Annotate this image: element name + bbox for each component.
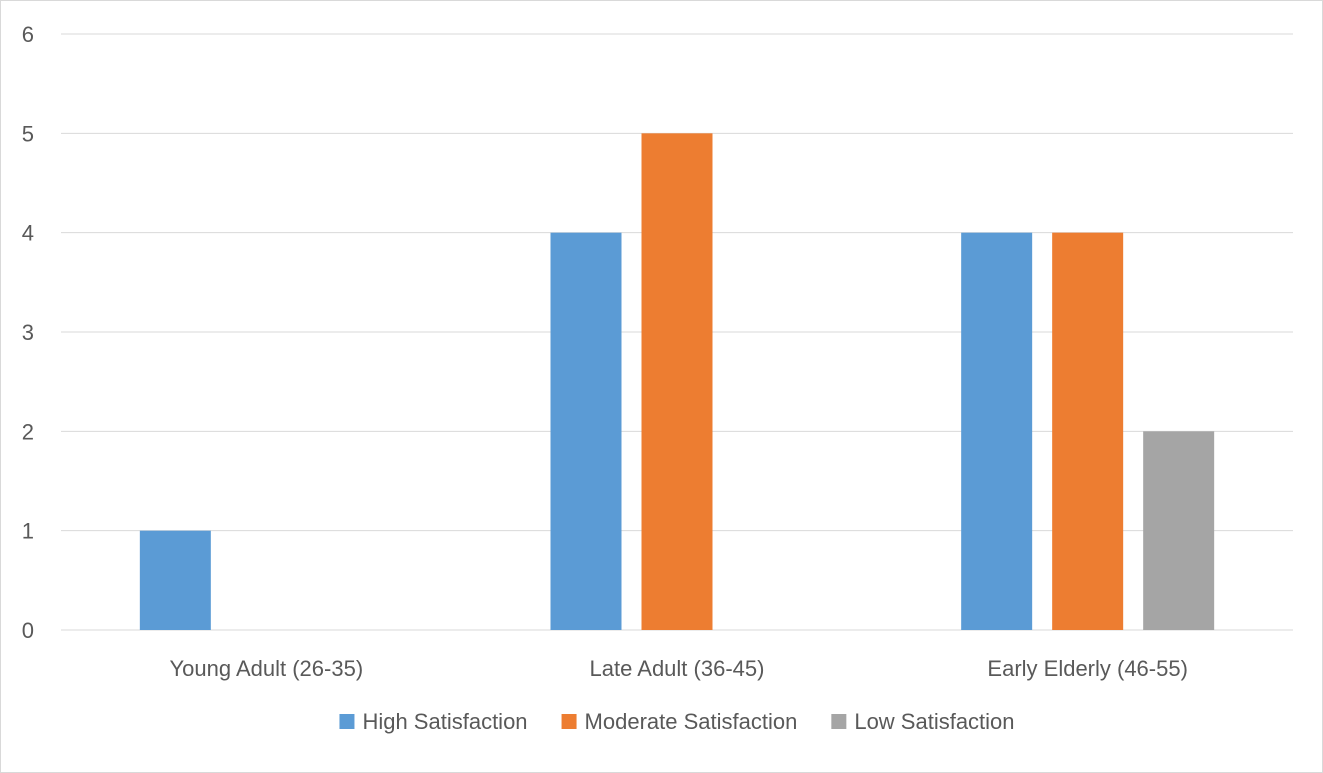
bar-high-satisfaction-2: [550, 232, 622, 630]
y-tick-label: 6: [22, 22, 34, 47]
y-tick-label: 5: [22, 121, 34, 146]
legend-swatch-high-satisfaction: [339, 714, 355, 729]
bar-moderate-satisfaction-2: [641, 133, 713, 631]
x-category-label: Late Adult (36-45): [590, 656, 765, 681]
y-tick-label: 1: [22, 519, 34, 544]
legend-label: Moderate Satisfaction: [585, 709, 798, 734]
legend-swatch-moderate-satisfaction: [561, 714, 577, 729]
bar-high-satisfaction-3: [961, 232, 1033, 630]
y-tick-label: 2: [22, 419, 34, 444]
legend-label: Low Satisfaction: [854, 709, 1014, 734]
bar-moderate-satisfaction-3: [1052, 232, 1124, 630]
y-tick-label: 4: [22, 221, 34, 246]
legend-label: High Satisfaction: [362, 709, 527, 734]
y-tick-label: 3: [22, 320, 34, 345]
y-tick-label: 0: [22, 618, 34, 643]
x-category-label: Early Elderly (46-55): [987, 656, 1188, 681]
legend-swatch-low-satisfaction: [831, 714, 847, 729]
x-category-label: Young Adult (26-35): [169, 656, 363, 681]
bar-high-satisfaction-1: [139, 530, 211, 630]
bar-low-satisfaction-3: [1143, 431, 1215, 630]
